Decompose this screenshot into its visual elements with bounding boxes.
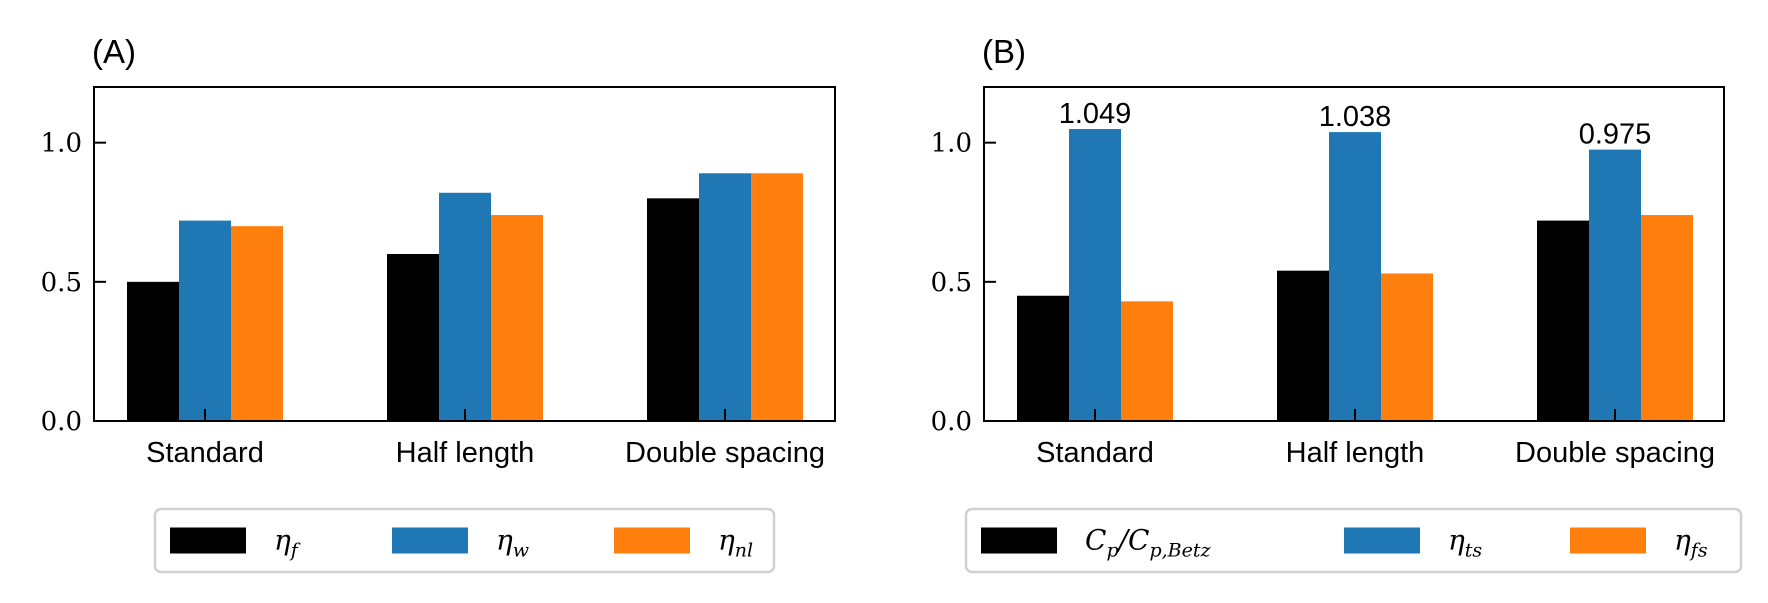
- bar: [1381, 273, 1433, 421]
- data-label: 1.049: [1059, 98, 1132, 130]
- bar: [751, 173, 803, 421]
- legend-swatch: [1344, 527, 1420, 554]
- legend-swatch: [981, 527, 1057, 554]
- data-label: 0.975: [1579, 119, 1652, 151]
- chart-panel-b: 0.0 0.5 1.0 Standard Half length Double spaci…: [931, 33, 1743, 574]
- panel-label: (A): [92, 33, 136, 70]
- legend: Cp/Cp,Betz ηts ηfs: [964, 507, 1743, 574]
- bar: [1277, 270, 1329, 421]
- bar: [387, 254, 439, 421]
- x-tick-label: Double spacing: [625, 437, 825, 469]
- legend-entry: ηf: [274, 524, 301, 562]
- legend-entry: ηw: [496, 524, 529, 562]
- x-tick-label: Standard: [1036, 437, 1154, 469]
- bar: [439, 192, 491, 421]
- bar: [127, 281, 179, 421]
- panel-label: (B): [982, 33, 1026, 70]
- y-tick-label: 1.0: [41, 129, 82, 159]
- bar: [1069, 129, 1121, 422]
- y-tick-label: 1.0: [931, 129, 972, 159]
- chart-panel-a: 0.0 0.5 1.0 Standard Half length Double spaci…: [41, 33, 836, 574]
- legend-swatch: [170, 527, 246, 554]
- y-tick-label: 0.0: [931, 407, 972, 437]
- bar: [179, 220, 231, 421]
- bar: [1641, 215, 1693, 421]
- legend-swatch: [1570, 527, 1646, 554]
- x-tick-label: Half length: [1286, 437, 1425, 469]
- y-tick-label: 0.5: [41, 268, 82, 298]
- bar: [1329, 132, 1381, 421]
- legend-swatch: [614, 527, 690, 554]
- legend-swatch: [392, 527, 468, 554]
- bar: [1537, 220, 1589, 421]
- bar: [647, 198, 699, 421]
- x-tick-label: Double spacing: [1515, 437, 1715, 469]
- data-label: 1.038: [1319, 101, 1392, 133]
- legend-entry: ηfs: [1674, 524, 1708, 562]
- legend-entry: ηts: [1448, 524, 1482, 562]
- bar: [231, 226, 283, 421]
- bar: [1589, 149, 1641, 421]
- bar: [699, 173, 751, 421]
- bar: [1017, 295, 1069, 421]
- bar: [491, 215, 543, 421]
- legend-entry: Cp/Cp,Betz: [1085, 524, 1212, 562]
- x-tick-label: Half length: [396, 437, 535, 469]
- legend-entry: ηnl: [718, 524, 753, 562]
- x-tick-label: Standard: [146, 437, 264, 469]
- legend: ηf ηw ηnl: [153, 507, 776, 574]
- y-tick-label: 0.0: [41, 407, 82, 437]
- y-tick-label: 0.5: [931, 268, 972, 298]
- bar: [1121, 301, 1173, 421]
